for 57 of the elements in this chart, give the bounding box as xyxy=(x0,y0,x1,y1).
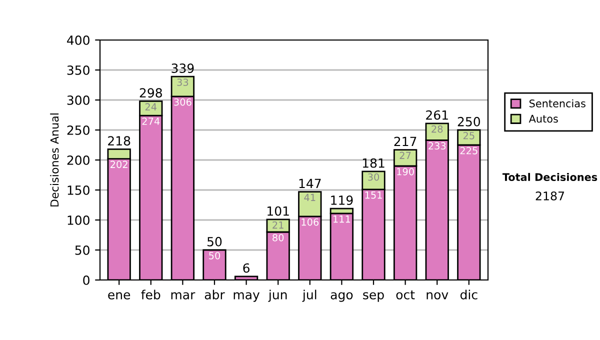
data-label: 233 xyxy=(428,142,446,150)
x-tick-label: jun xyxy=(268,290,287,302)
data-label: 274 xyxy=(142,118,160,125)
x-tick-label: sep xyxy=(363,292,384,302)
data-label: 111 xyxy=(333,216,350,223)
data-label: 21 xyxy=(272,221,284,229)
data-label: 225 xyxy=(460,146,478,154)
y-tick-label: 350 xyxy=(67,65,90,75)
y-tick-label: 300 xyxy=(67,95,90,105)
total-label: 101 xyxy=(268,206,289,216)
x-tick-label: jul xyxy=(302,290,316,302)
data-label: 25 xyxy=(463,132,474,140)
x-tick-label: mar xyxy=(171,292,196,300)
data-label: 33 xyxy=(177,78,188,86)
data-label: 27 xyxy=(400,152,411,159)
y-tick-label: 400 xyxy=(67,35,90,45)
data-label: 151 xyxy=(365,192,382,199)
y-tick-label: 0 xyxy=(83,275,90,285)
total-label: 119 xyxy=(331,196,353,205)
x-tick-label: oct xyxy=(396,290,415,300)
x-tick-label: nov xyxy=(426,292,448,300)
total-label: 147 xyxy=(299,178,321,188)
data-label: 30 xyxy=(368,173,380,181)
total-label: 298 xyxy=(140,88,162,98)
x-tick-label: may xyxy=(234,292,260,302)
x-tick-label: ene xyxy=(108,292,130,300)
text: 2187 xyxy=(536,191,564,200)
y-axis-title: Decisiones Anual xyxy=(50,114,59,206)
x-tick-label: dic xyxy=(460,290,478,300)
data-label: 50 xyxy=(209,252,220,260)
data-label: 28 xyxy=(432,125,443,133)
total-label: 6 xyxy=(243,263,250,273)
total-label: 339 xyxy=(172,64,194,73)
data-label: 24 xyxy=(145,103,157,110)
data-label: 202 xyxy=(110,160,128,168)
data-label: 190 xyxy=(397,168,414,176)
total-label: 250 xyxy=(458,116,480,126)
total-label: 217 xyxy=(394,136,416,146)
data-label: 41 xyxy=(304,194,316,201)
y-tick-label: 100 xyxy=(68,215,90,225)
total-label: 50 xyxy=(208,236,222,246)
y-tick-label: 250 xyxy=(67,125,90,135)
data-label: 80 xyxy=(272,234,284,242)
data-label: 306 xyxy=(174,98,192,106)
total-label: 181 xyxy=(362,158,384,168)
y-tick-label: 150 xyxy=(68,185,90,195)
x-tick-label: feb xyxy=(141,290,160,300)
data-label: 106 xyxy=(302,218,319,226)
total-label: 218 xyxy=(108,136,130,146)
total-label: 261 xyxy=(426,110,448,120)
text: Total Decisiones xyxy=(502,172,598,182)
legend-label: Autos xyxy=(528,114,558,123)
x-tick-label: ago xyxy=(330,292,353,302)
x-tick-label: abr xyxy=(204,290,225,300)
y-tick-label: 50 xyxy=(75,245,90,255)
y-tick-label: 200 xyxy=(67,155,90,165)
legend-label: Sentencias xyxy=(529,99,586,108)
